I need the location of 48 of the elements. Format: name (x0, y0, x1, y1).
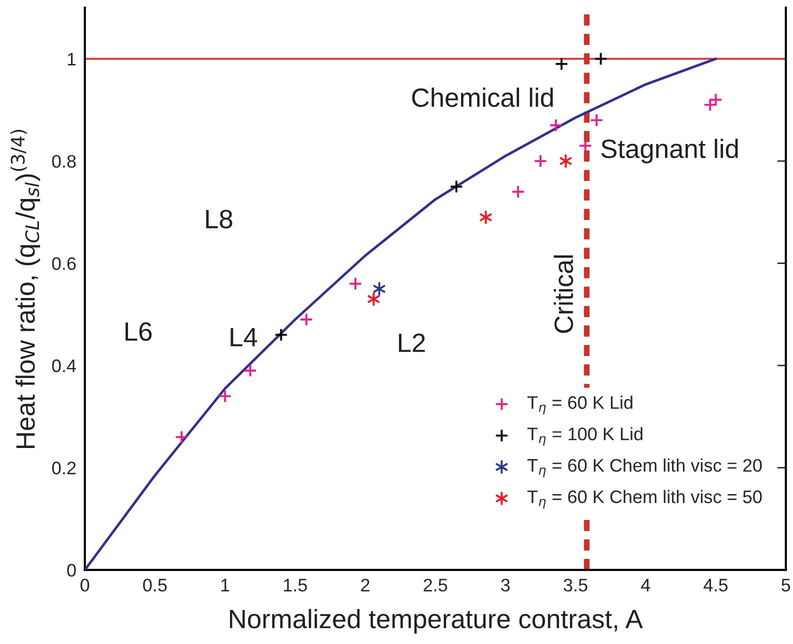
y-tick-label: 0.2 (52, 462, 76, 474)
point (511, 184, 525, 199)
x-tick-label: 4 (641, 578, 650, 592)
x-axis-title: Normalized temperature contrast, A (230, 608, 643, 634)
y-tick-label: 0.4 (52, 359, 76, 372)
point (549, 118, 563, 132)
point (578, 138, 592, 153)
point (560, 154, 572, 168)
point (594, 52, 608, 66)
point (480, 210, 492, 224)
x-tick-label: 1 (221, 578, 230, 592)
point (373, 282, 386, 296)
point (534, 154, 548, 168)
y-tick-label: 0 (67, 564, 76, 577)
y-tick-label: 0.8 (52, 154, 76, 168)
point (174, 430, 188, 444)
point (590, 113, 604, 127)
annotation: L6 (126, 322, 152, 341)
x-tick-label: 2 (361, 578, 370, 592)
y-tick-label: 1 (68, 52, 76, 66)
x-tick-label: 3 (501, 578, 510, 592)
legend-label: T$_{η}$ = 60 K Lid (527, 396, 632, 414)
annotation: Stagnant lid (601, 138, 738, 164)
point (368, 292, 380, 306)
point (348, 276, 362, 291)
annotation: L2 (398, 333, 425, 352)
ref-line-label: Critical (554, 255, 574, 333)
annotation: Chemical lid (412, 88, 553, 108)
point (300, 312, 314, 326)
x-tick-label: 0 (80, 578, 90, 592)
annotation: L4 (230, 328, 258, 346)
x-tick-label: 2.5 (424, 578, 448, 592)
x-tick-label: 1.5 (284, 578, 307, 592)
y-tick-label: 0.6 (52, 257, 76, 270)
point (218, 389, 232, 403)
annotation: L8 (206, 210, 232, 228)
x-tick-label: 3.5 (564, 578, 588, 592)
x-tick-label: 5 (782, 578, 790, 592)
legend-label: T$_{η}$ = 60 K Chem lith visc = 50 (527, 490, 762, 509)
x-tick-label: 0.5 (143, 578, 167, 592)
y-axis-title: Heat flow ratio, (q$_{CL}$/q$_{sl}$)$^{(3/4)}$ (10, 130, 40, 448)
point (450, 180, 464, 194)
legend-label: T$_{η}$ = 60 K Chem lith visc = 20 (527, 458, 762, 478)
legend-label: T$_{η}$ = 100 K Lid (527, 427, 642, 446)
point (554, 57, 568, 71)
point (244, 364, 258, 378)
point (274, 328, 288, 342)
x-tick-label: 4.5 (704, 578, 728, 592)
